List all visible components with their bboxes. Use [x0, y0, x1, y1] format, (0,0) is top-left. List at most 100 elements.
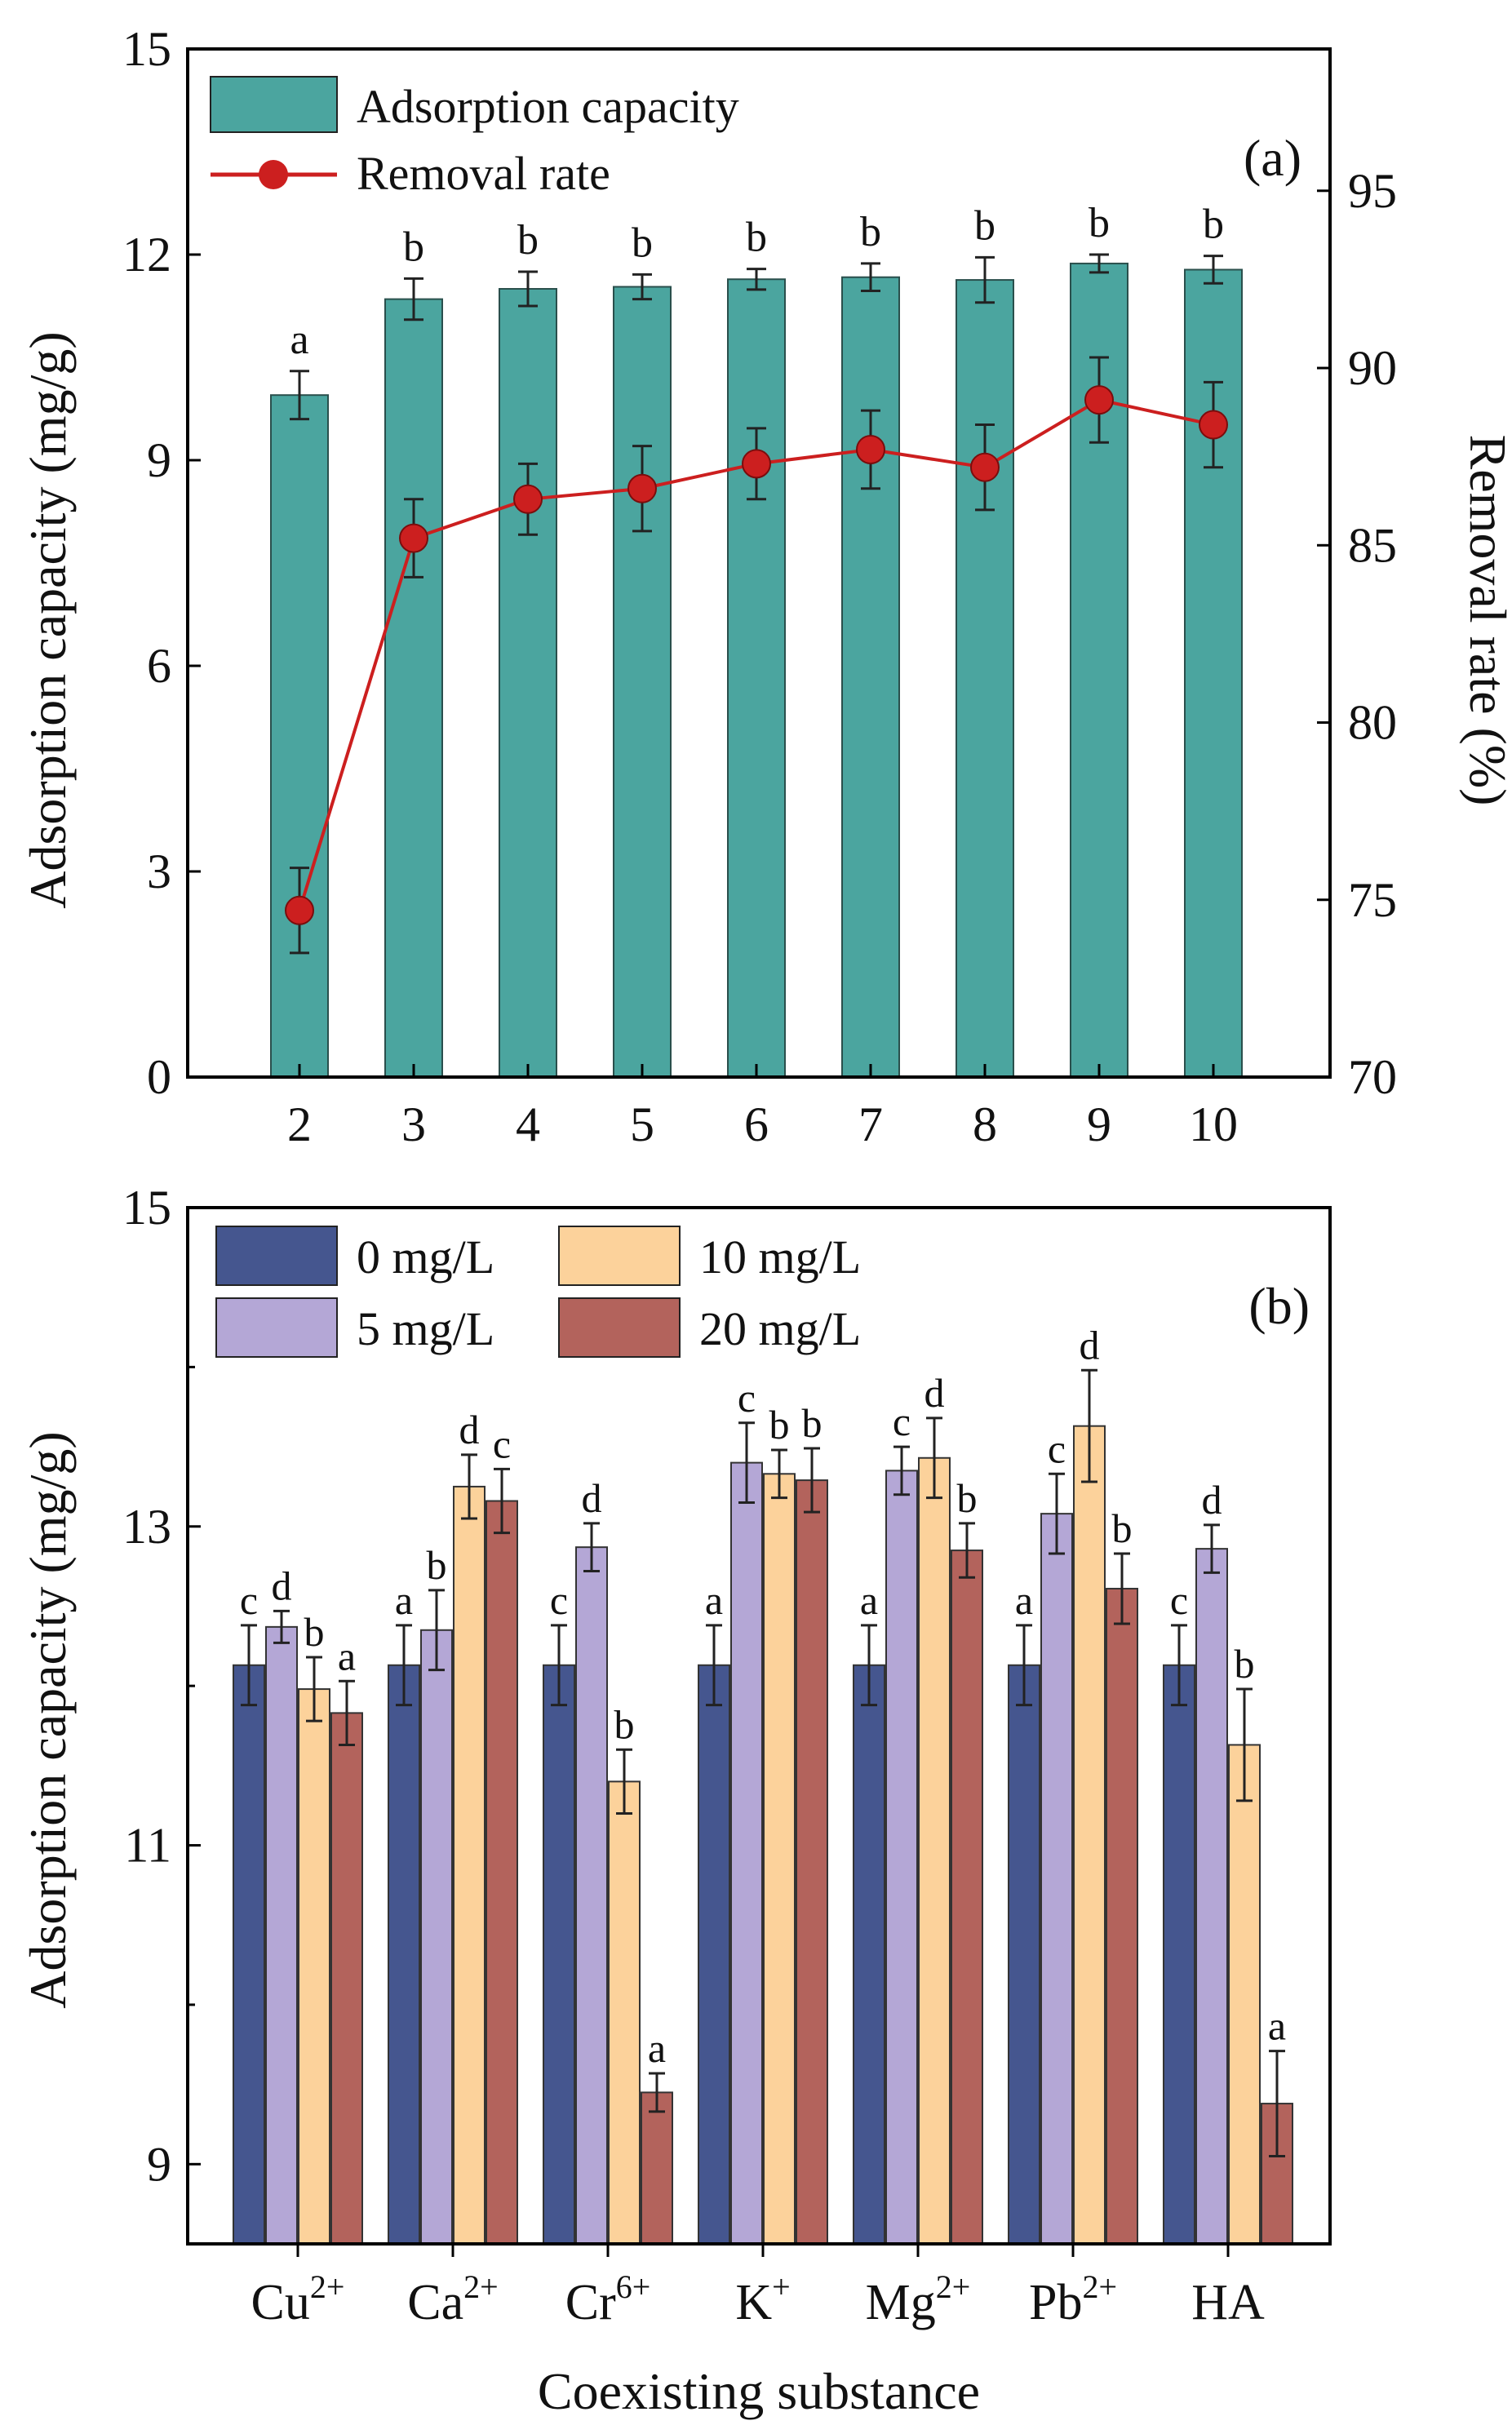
panel-a-legend: Adsorption capacity Removal rate [210, 76, 739, 200]
x-tick-label-superscript: 2+ [310, 2268, 345, 2305]
removal-point-10 [1199, 410, 1228, 440]
bar-cr6plus-series-3 [641, 2091, 673, 2245]
bar-kplus-series-2 [763, 1473, 796, 2246]
significance-letter-2: a [290, 317, 308, 363]
panel-a-removal-line [285, 356, 1228, 955]
x-tick-label-6: 6 [744, 1097, 769, 1151]
bar-pb2plus-series-3 [1106, 1587, 1138, 2245]
bar-pb2plus-series-2 [1073, 1425, 1106, 2245]
significance-cu2plus-series-0: c [240, 1577, 258, 1623]
x-tick-label-superscript: 2+ [463, 2268, 499, 2305]
x-tick-label-base: Ca [407, 2275, 463, 2330]
significance-mg2plus-series-2: d [924, 1370, 945, 1416]
legend-label-removal-rate: Removal rate [357, 147, 610, 200]
legend-label-10mgl: 10 mg/L [699, 1230, 861, 1284]
x-tick-label-superscript: 2+ [936, 2268, 971, 2305]
adsorption-bar-5 [613, 286, 672, 1079]
bar-mg2plus-series-3 [951, 1550, 983, 2245]
panel-a: a b b b b b b b b 0 3 6 9 12 15 70 75 80 85 90 95 2 3 4 5 6 7 8 9 10… [19, 22, 1512, 1151]
bar-cu2plus-series-0 [233, 1664, 265, 2246]
x-tick-label-10: 10 [1189, 1097, 1238, 1151]
legend-marker-removal-rate [259, 160, 288, 189]
x-tick-label-ca2plus: Ca2+ [407, 2268, 498, 2330]
x-tick-label-base: Cr [565, 2275, 616, 2330]
x-tick-label-base: HA [1191, 2275, 1265, 2330]
significance-letter-6: b [746, 215, 767, 261]
panel-a-frame [186, 47, 1332, 1079]
adsorption-bar-6 [727, 278, 786, 1078]
panel-b-legend: 0 mg/L 5 mg/L 10 mg/L 20 mg/L [215, 1226, 861, 1358]
legend-swatch-10mgl [558, 1226, 681, 1286]
significance-kplus-series-0: a [705, 1577, 723, 1623]
legend-swatch-5mgl [215, 1297, 338, 1358]
adsorption-bar-2 [270, 394, 329, 1078]
x-tick-label-2: 2 [287, 1097, 312, 1151]
panel-a-y-axis-title: Adsorption capacity (mg/g) [19, 331, 77, 908]
significance-mg2plus-series-3: b [957, 1475, 978, 1521]
x-tick-label-4: 4 [516, 1097, 540, 1151]
legend-swatch-20mgl [558, 1297, 681, 1358]
significance-ca2plus-series-0: a [395, 1577, 413, 1623]
x-tick-label-base: Cu [251, 2275, 310, 2330]
legend-swatch-adsorption-capacity [210, 76, 338, 133]
x-tick-label-kplus: K+ [735, 2268, 790, 2330]
bar-mg2plus-series-0 [853, 1664, 885, 2246]
significance-cu2plus-series-2: b [304, 1609, 325, 1655]
significance-ha-series-2: b [1235, 1641, 1255, 1687]
significance-letter-7: b [860, 209, 881, 255]
significance-ha-series-3: a [1268, 2003, 1286, 2049]
legend-label-20mgl: 20 mg/L [699, 1302, 861, 1355]
x-tick-label-cr6plus: Cr6+ [565, 2268, 651, 2330]
bar-ha-series-2 [1228, 1744, 1261, 2245]
significance-ca2plus-series-1: b [427, 1542, 447, 1588]
x-tick-label-mg2plus: Mg2+ [866, 2268, 971, 2330]
y-tick-label-12: 12 [122, 228, 171, 282]
significance-ha-series-0: c [1170, 1577, 1188, 1623]
significance-letter-4: b [517, 217, 539, 264]
bar-ca2plus-series-1 [420, 1629, 453, 2246]
significance-pb2plus-series-0: a [1015, 1577, 1033, 1623]
significance-letter-8: b [974, 202, 995, 249]
y2-tick-label-75: 75 [1348, 873, 1397, 927]
significance-mg2plus-series-1: c [893, 1399, 911, 1444]
x-tick-label-pb2plus: Pb2+ [1029, 2268, 1117, 2330]
bar-pb2plus-series-1 [1040, 1513, 1073, 2245]
b-y-tick-label-13: 13 [122, 1500, 171, 1554]
removal-point-5 [627, 473, 657, 503]
y2-tick-label-90: 90 [1348, 341, 1397, 395]
x-tick-label-7: 7 [858, 1097, 883, 1151]
x-tick-label-base: Mg [866, 2275, 936, 2330]
significance-letter-3: b [403, 224, 424, 270]
y-tick-label-9: 9 [147, 433, 171, 487]
panel-a-bars [270, 253, 1243, 1079]
adsorption-bar-7 [841, 276, 900, 1079]
removal-point-8 [970, 452, 1000, 482]
x-tick-label-base: K [735, 2275, 772, 2330]
significance-cr6plus-series-3: a [648, 2025, 666, 2071]
b-y-tick-label-9: 9 [147, 2137, 171, 2191]
x-tick-label-3: 3 [401, 1097, 426, 1151]
removal-point-2 [285, 895, 314, 925]
bar-cu2plus-series-1 [265, 1625, 298, 2246]
panel-b-label: (b) [1248, 1277, 1310, 1335]
significance-ca2plus-series-3: c [493, 1421, 511, 1466]
removal-point-3 [399, 523, 428, 553]
significance-cr6plus-series-1: d [582, 1475, 602, 1521]
significance-letter-5: b [632, 219, 653, 266]
significance-cu2plus-series-1: d [272, 1563, 292, 1608]
significance-cu2plus-series-3: a [338, 1633, 356, 1678]
bar-cu2plus-series-3 [330, 1712, 363, 2245]
x-tick-label-5: 5 [630, 1097, 654, 1151]
y-tick-label-15: 15 [122, 22, 171, 76]
panel-b-x-axis-title: Coexisting substance [538, 2362, 980, 2420]
significance-cr6plus-series-2: b [614, 1701, 635, 1747]
bar-ca2plus-series-0 [388, 1664, 420, 2246]
legend-label-5mgl: 5 mg/L [357, 1302, 494, 1355]
x-tick-label-cu2plus: Cu2+ [251, 2268, 345, 2330]
bar-kplus-series-0 [698, 1664, 730, 2246]
y-tick-label-3: 3 [147, 845, 171, 898]
x-tick-label-base: Pb [1029, 2275, 1082, 2330]
